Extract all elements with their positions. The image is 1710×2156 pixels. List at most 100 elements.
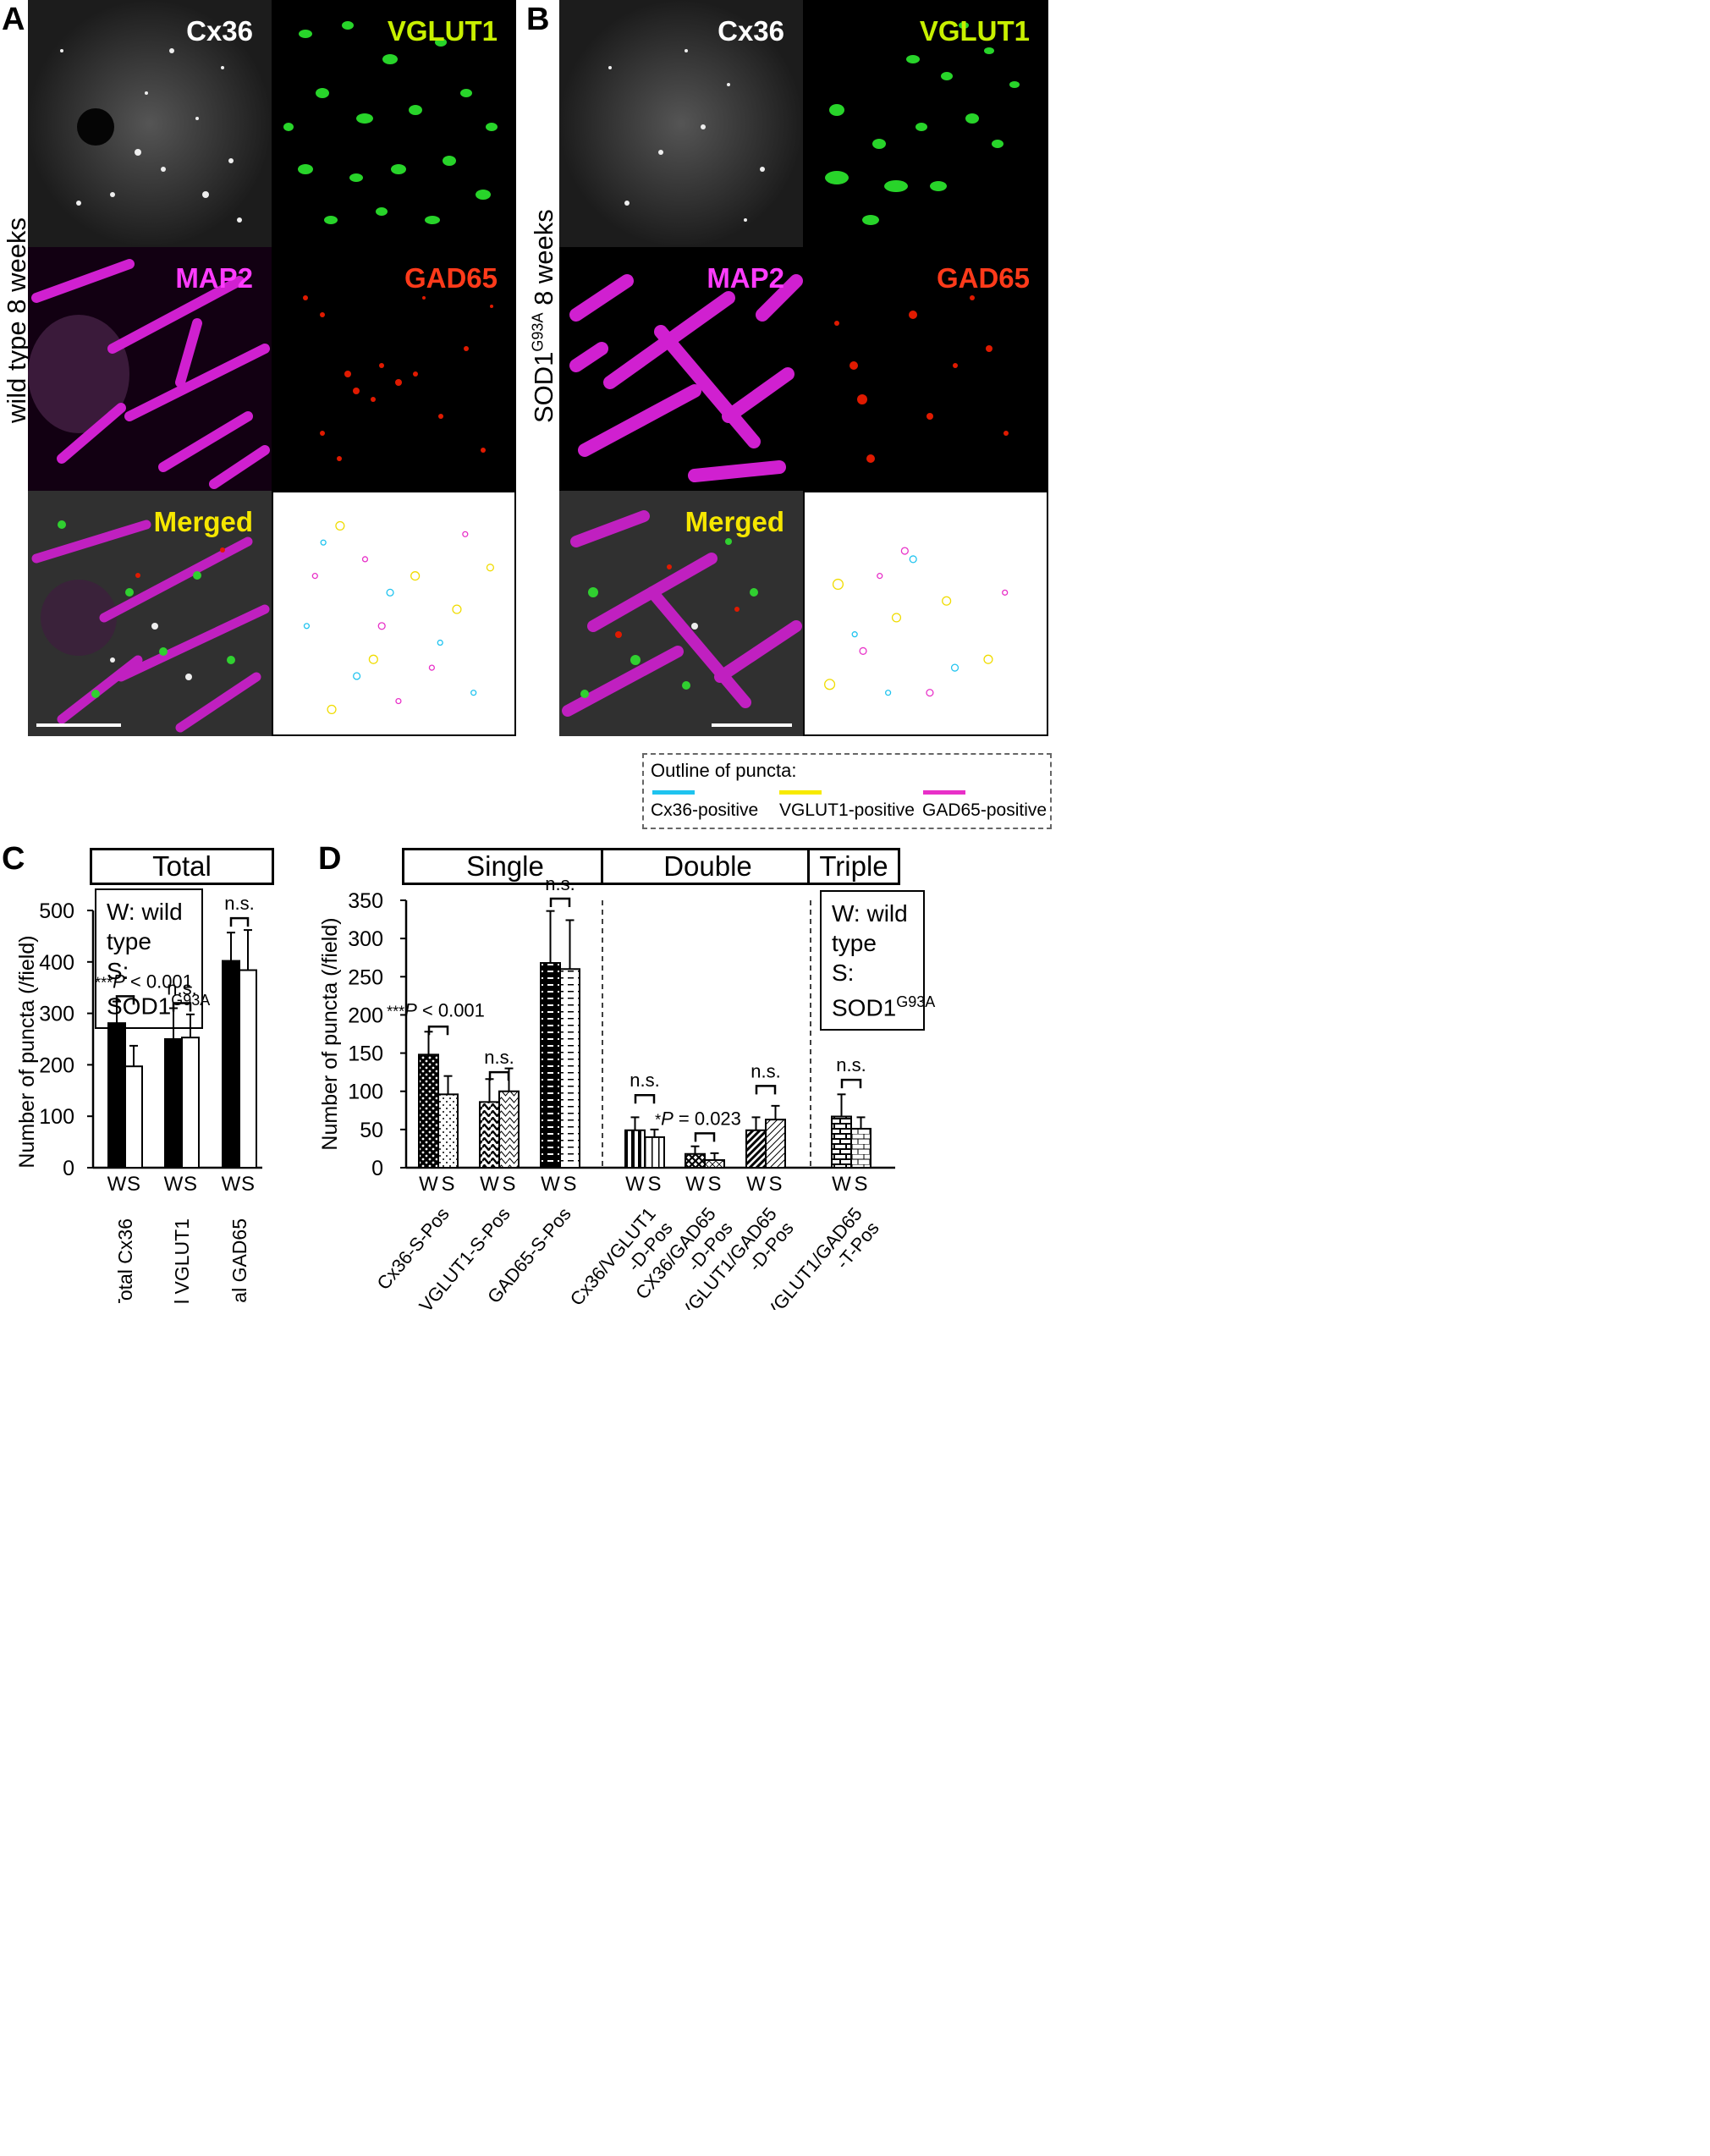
bar	[704, 1158, 725, 1169]
gad65-label-b: GAD65	[936, 262, 1030, 294]
y-tick-label: 200	[348, 1004, 383, 1027]
panel-b-side-sup: G93A	[529, 312, 547, 352]
legend-swatch-cx36	[652, 790, 695, 795]
bar	[124, 1065, 143, 1169]
y-tick-label: 50	[360, 1119, 383, 1142]
y-tick-label: 400	[39, 951, 74, 975]
significance-label: ***P < 0.001	[95, 971, 193, 992]
bar	[181, 1037, 200, 1169]
panel-d-letter: D	[318, 841, 342, 877]
panel-a-letter: A	[2, 2, 25, 37]
significance-bracket	[172, 1002, 192, 1012]
bar	[745, 1129, 767, 1169]
panel-d-header-single: Single	[402, 848, 608, 885]
legend-title: Outline of puncta:	[651, 760, 797, 781]
group-tick-label: W	[685, 1173, 705, 1196]
bar	[644, 1136, 665, 1169]
panel-d-header-triple: Triple	[807, 848, 900, 885]
significance-label: ***P < 0.001	[387, 999, 485, 1020]
group-tick-label: S	[502, 1173, 515, 1196]
group-tick-label: W	[480, 1173, 499, 1196]
group-tick-label: S	[707, 1173, 721, 1196]
note-s-main-d: S: SOD1	[832, 960, 897, 1021]
bar	[107, 1022, 126, 1169]
significance-label: n.s.	[224, 893, 254, 914]
note-s-d: S: SOD1G93A	[832, 958, 935, 1022]
bar	[850, 1127, 871, 1169]
cx36-label: Cx36	[186, 15, 253, 47]
merged-label: Merged	[153, 506, 253, 537]
panel-c-legend-note: W: wild type S: SOD1G93A	[95, 888, 210, 1030]
scale-bar-b	[712, 723, 792, 727]
significance-bracket	[549, 897, 571, 907]
legend-swatch-vglut1	[779, 790, 822, 795]
y-tick-label: 100	[39, 1105, 74, 1129]
panel-b-side-rest: 8 weeks	[529, 209, 558, 313]
bar	[498, 1090, 520, 1169]
y-tick-label: 300	[348, 927, 383, 951]
y-tick-label: 350	[348, 889, 383, 913]
panel-b-cx36-image: Cx36	[559, 0, 803, 247]
bar	[765, 1119, 786, 1169]
panel-d-chart: 0 50 100 150 200 250 300 350 Number of puncta (/…	[313, 880, 922, 1310]
y-tick-label: 200	[39, 1053, 74, 1077]
group-tick-label: S	[768, 1173, 782, 1196]
group-tick-label: W	[222, 1173, 241, 1196]
note-s-sup-d: G93A	[896, 993, 936, 1010]
significance-label: n.s.	[836, 1054, 866, 1075]
significance-label: n.s.	[630, 1070, 659, 1091]
group-tick-label: W	[164, 1173, 184, 1196]
note-s-sup: G93A	[171, 992, 211, 1009]
map2-label-b: MAP2	[707, 262, 784, 294]
legend-label-vglut1: VGLUT1-positive	[779, 800, 915, 820]
y-tick-label: 300	[39, 1003, 74, 1026]
significance-label: n.s.	[545, 880, 575, 894]
panel-d-header-double: Double	[601, 848, 815, 885]
panel-a-cx36-image: Cx36	[28, 0, 272, 247]
legend-swatch-gad65	[923, 790, 965, 795]
category-label: Total Cx36	[114, 1218, 136, 1303]
group-tick-label: W	[746, 1173, 766, 1196]
y-tick-label: 250	[348, 965, 383, 989]
group-tick-label: W	[625, 1173, 645, 1196]
group-tick-label: S	[127, 1173, 140, 1196]
panel-b-side-label: SOD1G93A 8 weeks	[529, 209, 559, 423]
panel-c-header: Total	[90, 848, 274, 885]
panel-a-vglut1-image: VGLUT1	[272, 0, 516, 247]
bar	[559, 968, 580, 1169]
y-tick-label: 0	[371, 1157, 383, 1180]
group-tick-label: S	[563, 1173, 576, 1196]
group-tick-label: S	[854, 1173, 867, 1196]
significance-bracket	[755, 1085, 777, 1095]
panel-b-vglut1-image: VGLUT1	[803, 0, 1048, 247]
group-tick-label: S	[441, 1173, 454, 1196]
bar	[164, 1038, 183, 1169]
group-tick-label: W	[541, 1173, 560, 1196]
group-tick-label: W	[832, 1173, 851, 1196]
vglut1-label: VGLUT1	[387, 15, 498, 47]
significance-bracket	[840, 1078, 862, 1089]
significance-bracket	[694, 1132, 716, 1142]
y-axis-label: Number of puncta (/field)	[318, 917, 342, 1150]
y-tick-label: 500	[39, 899, 74, 923]
legend-label-gad65: GAD65-positive	[922, 800, 1047, 820]
significance-bracket	[427, 1026, 449, 1036]
vglut1-label-b: VGLUT1	[919, 15, 1030, 47]
panel-b-map2-image: MAP2	[559, 247, 803, 491]
panel-c-letter: C	[2, 841, 25, 877]
group-tick-label: S	[241, 1173, 255, 1196]
group-tick-label: S	[647, 1173, 661, 1196]
significance-label: *P = 0.023	[655, 1108, 741, 1129]
panel-b-outline-image	[803, 491, 1048, 736]
y-tick-label: 150	[348, 1042, 383, 1066]
group-tick-label: W	[107, 1173, 127, 1196]
note-w: W: wild type	[107, 899, 183, 954]
bar	[437, 1093, 459, 1169]
category-label: Total GAD65	[228, 1218, 250, 1303]
significance-bracket	[115, 995, 135, 1005]
significance-bracket	[488, 1070, 510, 1081]
y-tick-label: 100	[348, 1081, 383, 1104]
panel-a-outline-image	[272, 491, 516, 736]
bar	[624, 1129, 646, 1169]
bar	[540, 962, 561, 1169]
